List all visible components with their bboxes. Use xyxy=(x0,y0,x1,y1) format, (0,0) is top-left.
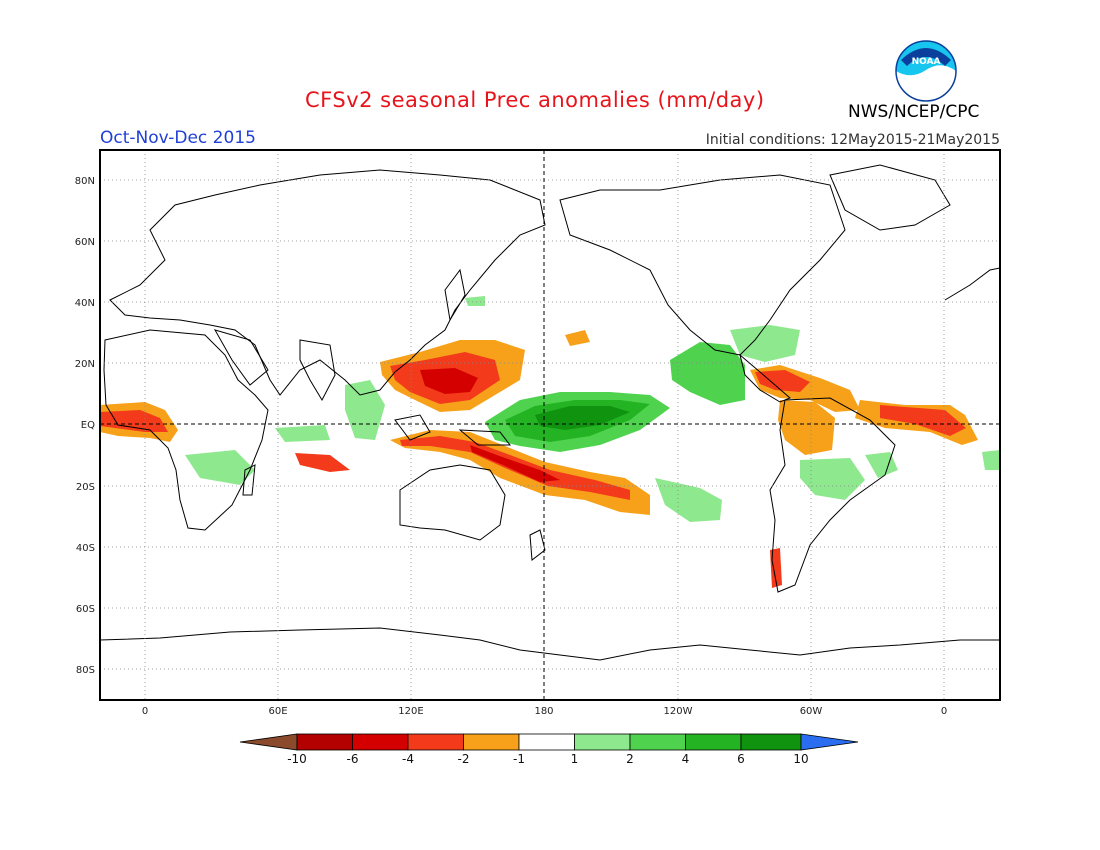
colorbar-label: 2 xyxy=(626,752,634,766)
anomaly-wet-east-atlantic xyxy=(982,450,1000,470)
coastline-south-america xyxy=(769,397,896,593)
colorbar-label: 1 xyxy=(571,752,579,766)
anomaly-fields xyxy=(100,296,1000,588)
colorbar-label: -6 xyxy=(347,752,359,766)
colorbar-segment xyxy=(629,733,686,751)
lat-label: 20N xyxy=(75,359,95,370)
colorbar-segment xyxy=(685,733,742,751)
colorbar-segment xyxy=(574,733,631,751)
colorbar-label: 10 xyxy=(793,752,808,766)
anomaly-wet-indian-ocean xyxy=(275,425,330,442)
lat-label: 20S xyxy=(76,482,95,493)
anomaly-dry-nw-pacific-spot xyxy=(565,330,590,346)
initial-conditions: Initial conditions: 12May2015-21May2015 xyxy=(705,132,1000,148)
lon-label: 0 xyxy=(941,706,947,717)
anomaly-dry-amazon xyxy=(778,400,835,455)
coastline-borneo xyxy=(394,414,431,441)
noaa-logo: NOAA xyxy=(895,40,957,102)
anomaly-dry-spcz-core xyxy=(470,445,560,482)
lon-label: 60W xyxy=(800,706,823,717)
coastline-new-zealand xyxy=(529,529,546,561)
lat-label: 80S xyxy=(76,665,95,676)
lat-label: 40S xyxy=(76,543,95,554)
anomaly-wet-gulf xyxy=(730,325,800,362)
anomaly-wet-bay-of-bengal xyxy=(345,380,385,440)
lon-label: 60E xyxy=(268,706,287,717)
anomaly-wet-mexico xyxy=(670,342,745,405)
map-frame xyxy=(99,149,1001,701)
colorbar-segment xyxy=(296,733,353,751)
anomaly-dry-caribbean-core xyxy=(755,370,810,392)
coastline-antarctica xyxy=(100,627,1000,661)
anomaly-wet-east-africa xyxy=(185,450,255,485)
colorbar-segment xyxy=(407,733,464,751)
anomaly-dry-west-pacific-north-core xyxy=(420,368,478,394)
lon-label: 120E xyxy=(398,706,423,717)
lat-label: 60N xyxy=(75,237,95,248)
lat-label: EQ xyxy=(81,420,95,431)
lat-label: 60S xyxy=(76,604,95,615)
lon-label: 0 xyxy=(142,706,148,717)
anomaly-dry-patagonia xyxy=(770,548,782,588)
season-period: Oct-Nov-Dec 2015 xyxy=(100,128,256,148)
coastline-india xyxy=(299,339,336,402)
colorbar-label: 4 xyxy=(682,752,690,766)
coastline-japan xyxy=(444,268,466,322)
coastline-greenland xyxy=(829,164,951,231)
anomaly-wet-south-brazil xyxy=(800,458,865,500)
lat-labels: 80N 60N 40N 20N EQ 20S 40S 60S 80S xyxy=(75,176,95,676)
colorbar-segment xyxy=(800,733,859,751)
lat-label: 40N xyxy=(75,298,95,309)
coastline-madagascar xyxy=(242,464,256,496)
coastline-australia xyxy=(399,464,506,541)
anomaly-dry-atlantic-west-core xyxy=(100,410,168,432)
coastline-arabia xyxy=(213,329,269,386)
colorbar: -10 -6 -4 -2 -1 1 2 4 6 10 xyxy=(239,733,859,766)
coastlines xyxy=(100,164,1000,661)
colorbar-label: 6 xyxy=(737,752,745,766)
anomaly-dry-atlantic-east-core xyxy=(880,405,966,436)
colorbar-label: -10 xyxy=(287,752,307,766)
chart-title: CFSv2 seasonal Prec anomalies (mm/day) xyxy=(305,88,765,112)
lon-labels: 0 60E 120E 180 120W 60W 0 xyxy=(142,706,947,717)
anomaly-wet-north-pacific xyxy=(465,296,485,306)
colorbar-segment xyxy=(518,733,575,751)
colorbar-segment xyxy=(239,733,298,751)
lon-label: 120W xyxy=(664,706,693,717)
colorbar-label: -4 xyxy=(402,752,414,766)
anomaly-dry-indian-ocean xyxy=(295,453,350,472)
reference-lines xyxy=(100,150,1000,700)
agency-label: NWS/NCEP/CPC xyxy=(848,102,980,122)
colorbar-segment xyxy=(740,733,802,751)
colorbar-label: -2 xyxy=(458,752,470,766)
noaa-logo-text: NOAA xyxy=(912,57,941,67)
coastline-africa xyxy=(103,329,269,531)
lat-label: 80N xyxy=(75,176,95,187)
coastline-new-guinea xyxy=(458,429,512,446)
lon-label: 180 xyxy=(534,706,553,717)
anomaly-wet-south-atlantic xyxy=(865,452,898,478)
coastline-europe-east xyxy=(944,267,1000,301)
colorbar-segment xyxy=(463,733,520,751)
colorbar-label: -1 xyxy=(513,752,525,766)
anomaly-wet-south-pacific xyxy=(655,478,722,522)
colorbar-segment xyxy=(352,733,409,751)
